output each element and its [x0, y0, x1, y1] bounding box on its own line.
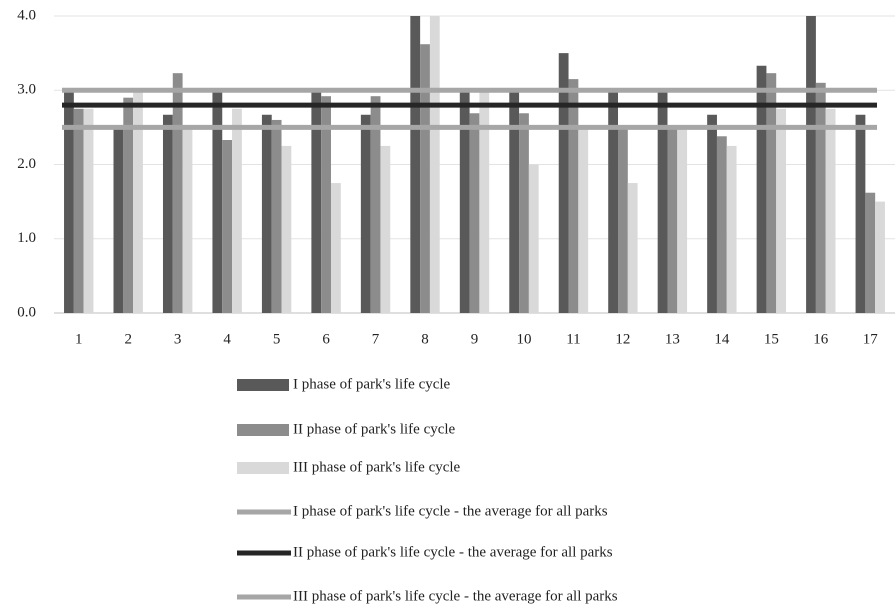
bar	[627, 183, 638, 313]
legend-label: I phase of park's life cycle - the avera…	[293, 503, 608, 519]
bar	[716, 136, 727, 313]
legend-label: II phase of park's life cycle	[293, 421, 456, 437]
bar	[321, 96, 331, 313]
bar	[469, 113, 480, 313]
x-tick-label: 8	[421, 331, 429, 347]
bar	[578, 127, 589, 313]
bar	[281, 145, 292, 313]
bar	[618, 127, 628, 313]
x-tick-label: 6	[322, 331, 330, 347]
x-tick-label: 17	[863, 331, 879, 347]
bar	[677, 127, 688, 313]
bar	[261, 114, 272, 313]
bar	[123, 97, 134, 313]
bar	[222, 139, 233, 313]
y-tick-label: 2.0	[17, 156, 36, 172]
bar	[568, 79, 579, 313]
bar	[212, 90, 223, 313]
x-tick-label: 12	[615, 331, 630, 347]
bar	[271, 119, 282, 313]
bar	[420, 44, 430, 314]
x-tick-label: 4	[223, 331, 231, 347]
x-tick-label: 15	[764, 331, 779, 347]
x-tick-label: 16	[813, 331, 829, 347]
bar	[776, 108, 787, 313]
y-tick-label: 3.0	[17, 82, 36, 98]
bar	[459, 90, 470, 313]
bar	[825, 108, 836, 313]
bar	[815, 82, 826, 313]
legend-label: III phase of park's life cycle	[293, 459, 461, 475]
bar	[667, 127, 678, 313]
legend-swatch	[237, 462, 289, 474]
bar	[162, 114, 173, 313]
bar	[519, 113, 529, 313]
y-tick-label: 4.0	[17, 7, 36, 23]
bar	[726, 145, 737, 313]
bar	[875, 201, 885, 313]
bar	[182, 127, 193, 313]
bar	[380, 145, 391, 313]
x-tick-label: 10	[516, 331, 531, 347]
bar	[133, 90, 143, 313]
bar	[855, 114, 866, 313]
bar	[370, 96, 381, 313]
bar	[756, 65, 767, 313]
x-tick-label: 1	[75, 331, 83, 347]
legend-label: I phase of park's life cycle	[293, 376, 451, 392]
x-tick-label: 2	[124, 331, 132, 347]
bar	[806, 16, 816, 313]
legend-label: III phase of park's life cycle - the ave…	[293, 588, 618, 604]
bar	[558, 53, 569, 313]
bar	[113, 127, 124, 313]
x-tick-label: 9	[471, 331, 479, 347]
bar	[172, 73, 183, 313]
legend-label: II phase of park's life cycle - the aver…	[293, 544, 613, 560]
bar	[608, 90, 619, 313]
y-tick-label: 1.0	[17, 230, 36, 246]
bar	[429, 16, 440, 313]
bar	[766, 73, 777, 313]
bar	[232, 108, 242, 313]
bar	[83, 108, 94, 313]
x-tick-label: 11	[566, 331, 580, 347]
bar	[479, 90, 490, 313]
x-tick-label: 5	[273, 331, 281, 347]
y-tick-label: 0.0	[17, 304, 36, 320]
bar	[64, 90, 74, 313]
bar	[360, 114, 371, 313]
bar	[657, 90, 668, 313]
bar	[311, 90, 322, 313]
bar	[410, 16, 421, 313]
legend-swatch	[237, 424, 289, 436]
bar	[865, 192, 876, 313]
bar	[707, 114, 717, 313]
bar	[73, 108, 84, 313]
legend-swatch	[237, 379, 289, 391]
x-tick-label: 7	[372, 331, 380, 347]
bar	[509, 90, 520, 313]
x-tick-label: 13	[665, 331, 680, 347]
x-tick-label: 14	[714, 331, 730, 347]
bar	[528, 164, 539, 313]
bar	[330, 183, 341, 313]
x-tick-label: 3	[174, 331, 182, 347]
